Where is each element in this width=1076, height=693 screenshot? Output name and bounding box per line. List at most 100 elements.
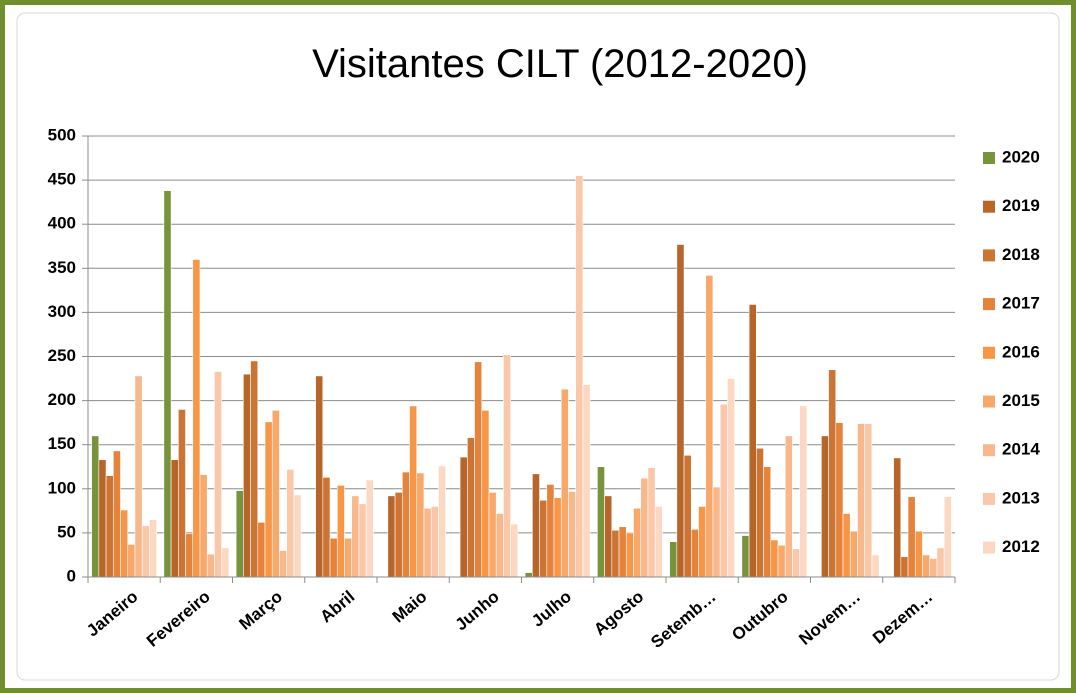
bar — [271, 410, 280, 578]
legend-label: 2020 — [1002, 147, 1040, 166]
bar — [206, 553, 215, 578]
y-tick-label: 400 — [48, 214, 76, 233]
bar — [98, 459, 107, 578]
y-tick-label: 450 — [48, 170, 76, 189]
bar — [185, 533, 194, 578]
legend-swatch — [983, 492, 995, 505]
bar — [163, 190, 172, 578]
bar — [618, 526, 627, 578]
bar — [560, 388, 569, 578]
bar — [756, 447, 764, 578]
bar — [597, 466, 605, 578]
bar — [488, 492, 497, 578]
bar — [524, 572, 533, 578]
bar — [365, 479, 374, 578]
legend-swatch — [983, 346, 995, 359]
legend-label: 2015 — [1002, 391, 1040, 410]
bar — [640, 477, 649, 578]
bar — [828, 369, 837, 578]
bar — [199, 474, 208, 578]
bar — [474, 361, 483, 578]
plot-card — [16, 12, 1060, 681]
bar — [770, 539, 779, 578]
bar — [719, 403, 728, 578]
bar — [799, 405, 808, 578]
chart: Visitantes CILT (2012-2020) 0 50 100 150 200… — [16, 12, 1060, 681]
legend-label: 2012 — [1002, 537, 1040, 556]
bar — [481, 410, 490, 578]
bar — [777, 544, 786, 578]
bar — [329, 537, 338, 578]
bar — [510, 523, 519, 578]
bar — [575, 175, 584, 578]
y-tick-label: 300 — [48, 302, 76, 321]
bar — [344, 537, 353, 578]
bar — [705, 275, 714, 578]
bar — [257, 522, 266, 578]
y-tick-label: 200 — [48, 390, 76, 409]
y-tick-label: 250 — [48, 346, 76, 365]
bar — [741, 535, 750, 578]
legend-label: 2017 — [1002, 294, 1040, 313]
bar — [864, 423, 873, 578]
y-tick-label: 500 — [48, 125, 76, 144]
bar — [221, 547, 230, 578]
bar — [784, 435, 793, 578]
bar — [698, 506, 707, 578]
bar — [835, 422, 844, 578]
bar — [907, 496, 916, 578]
y-tick-label: 100 — [48, 478, 76, 497]
bar — [264, 421, 273, 578]
bar — [654, 506, 663, 578]
legend-swatch — [983, 395, 995, 408]
bar — [582, 384, 591, 578]
bar — [351, 495, 360, 578]
bar — [134, 375, 143, 578]
bar — [467, 437, 475, 578]
bar — [893, 457, 902, 578]
bar — [423, 507, 432, 578]
bar — [546, 484, 555, 578]
bar — [503, 354, 511, 578]
bar — [792, 548, 800, 578]
bar — [922, 554, 931, 578]
bar — [842, 513, 851, 578]
legend-swatch — [983, 249, 995, 262]
bar — [568, 491, 576, 578]
bar — [929, 558, 938, 578]
bar — [849, 530, 858, 578]
bar — [401, 471, 410, 578]
bar — [900, 556, 909, 578]
bar — [727, 378, 735, 578]
chart-title: Visitantes CILT (2012-2020) — [312, 42, 808, 86]
legend-swatch — [983, 298, 995, 311]
bar — [553, 497, 562, 578]
bar — [430, 506, 439, 578]
bar — [243, 373, 251, 578]
bar — [387, 495, 396, 578]
bar — [112, 450, 121, 578]
legend-swatch — [983, 541, 995, 554]
bar — [322, 477, 331, 578]
bar — [438, 465, 446, 578]
bar — [633, 507, 642, 578]
bar — [178, 409, 186, 578]
bar — [676, 244, 685, 578]
bar — [120, 509, 129, 578]
bar — [669, 541, 678, 578]
bar — [250, 360, 259, 578]
bar — [914, 530, 923, 578]
legend-label: 2019 — [1002, 196, 1040, 215]
bar — [763, 466, 772, 578]
legend-swatch — [983, 152, 995, 164]
bar — [409, 405, 418, 578]
bar — [611, 529, 620, 578]
legend-label: 2018 — [1002, 245, 1040, 264]
bar — [683, 454, 692, 578]
bar — [235, 490, 244, 578]
bar — [625, 532, 634, 578]
bar — [394, 492, 403, 578]
bar — [279, 550, 287, 578]
bar — [495, 513, 504, 578]
